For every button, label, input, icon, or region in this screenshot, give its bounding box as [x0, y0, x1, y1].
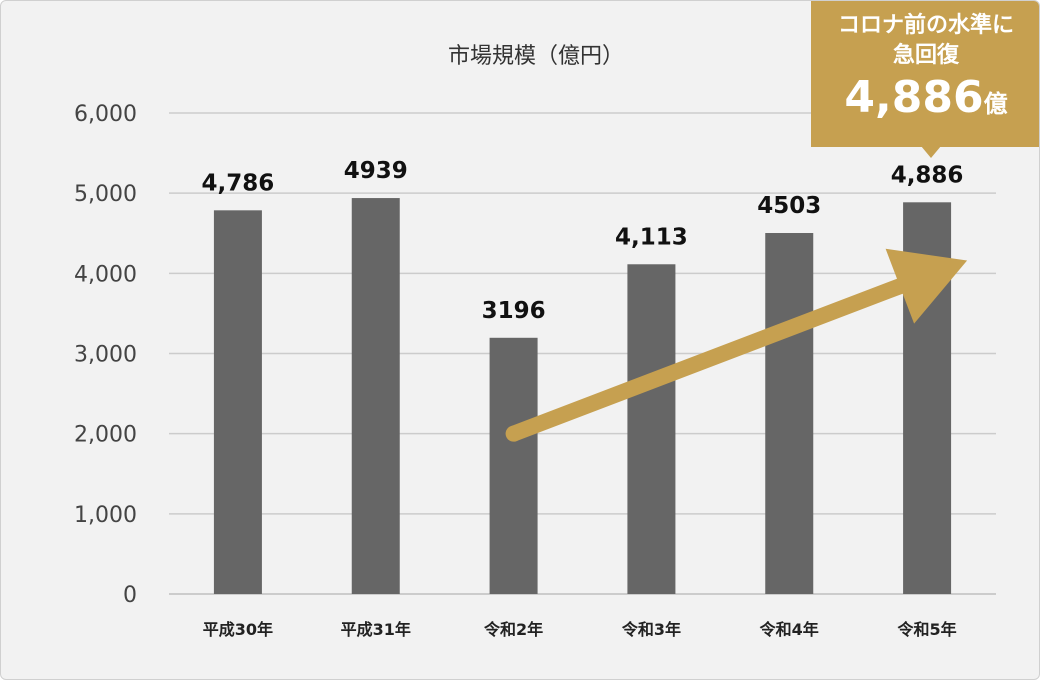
callout-unit: 億	[983, 90, 1008, 118]
y-tick-label: 1,000	[74, 503, 137, 528]
recovery-callout: コロナ前の水準に 急回復 4,886億	[811, 1, 1039, 147]
y-tick-label: 4,000	[74, 262, 137, 287]
x-tick-label: 平成30年	[203, 620, 273, 639]
data-label: 4,786	[202, 170, 275, 196]
callout-pointer	[921, 146, 941, 158]
x-tick-label: 令和2年	[483, 620, 543, 639]
data-label: 4503	[757, 193, 821, 219]
y-tick-label: 5,000	[74, 182, 137, 207]
bar-5	[765, 233, 814, 594]
y-tick-label: 6,000	[74, 102, 137, 127]
data-labels: 4,786 4939 3196 4,113 4503 4,886	[202, 158, 964, 324]
data-label: 3196	[482, 298, 546, 324]
chart-title: 市場規模（億円）	[448, 44, 624, 69]
trend-arrow-tail	[505, 425, 522, 442]
bar-4	[627, 264, 676, 594]
callout-line2: 急回復	[892, 43, 959, 68]
y-tick-label: 3,000	[74, 343, 137, 368]
bar-1	[213, 210, 262, 594]
data-label: 4,886	[891, 162, 964, 188]
bar-2	[351, 198, 400, 595]
callout-value: 4,886	[844, 72, 984, 123]
callout-line1: コロナ前の水準に	[837, 13, 1014, 38]
trend-arrow-group	[505, 248, 968, 442]
trend-arrow	[510, 248, 968, 442]
data-label: 4939	[344, 158, 408, 184]
x-tick-label: 令和5年	[897, 620, 957, 639]
y-axis-ticks: 0 1,000 2,000 3,000 4,000 5,000 6,000	[74, 102, 137, 608]
data-label: 4,113	[615, 224, 688, 250]
callout-value-row: 4,886億	[811, 72, 1039, 123]
y-tick-label: 0	[123, 583, 137, 608]
y-tick-label: 2,000	[74, 423, 137, 448]
grid-lines	[169, 112, 996, 595]
x-axis-ticks: 平成30年 平成31年 令和2年 令和3年 令和4年 令和5年	[203, 620, 957, 639]
bar-3	[489, 337, 538, 594]
x-tick-label: 令和4年	[759, 620, 819, 639]
x-tick-label: 平成31年	[341, 620, 411, 639]
x-tick-label: 令和3年	[621, 620, 681, 639]
bars	[213, 198, 952, 595]
